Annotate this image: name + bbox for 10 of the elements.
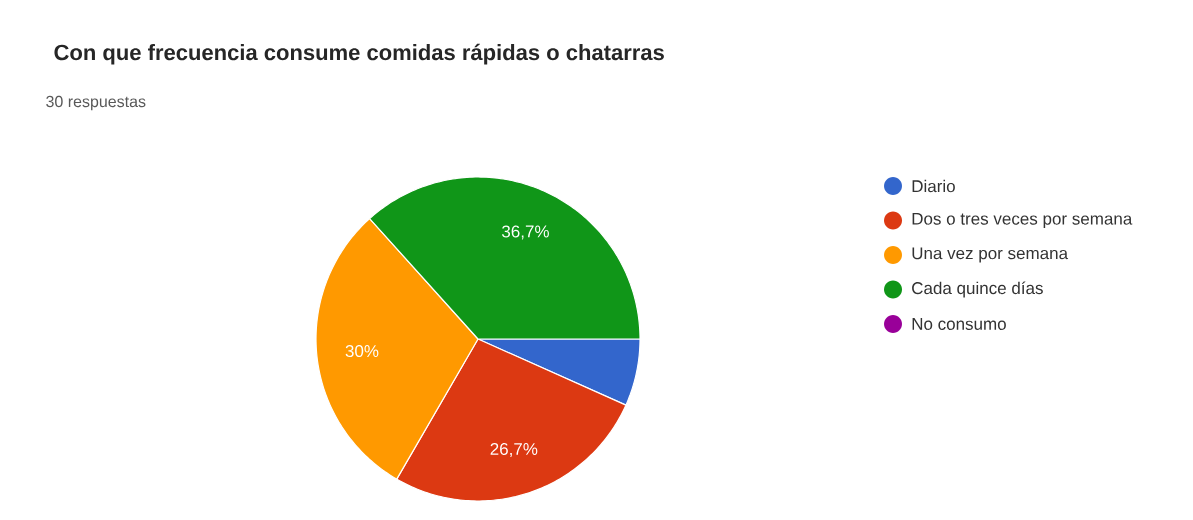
chart-title: Con que frecuencia consume comidas rápidas o chatarras [54, 43, 664, 65]
legend-label: No consumo [912, 318, 1006, 330]
data-label: 30% [345, 345, 379, 358]
data-label: 36,7% [502, 225, 549, 240]
text: 30 respuestas [46, 95, 146, 111]
legend-label: Cada quince días [912, 281, 1043, 298]
legend-label: Diario [912, 179, 955, 193]
data-label: 26,7% [490, 442, 538, 458]
legend-label: Dos o tres veces por semana [912, 212, 1133, 229]
legend-label: Una vez por semana [912, 247, 1069, 263]
